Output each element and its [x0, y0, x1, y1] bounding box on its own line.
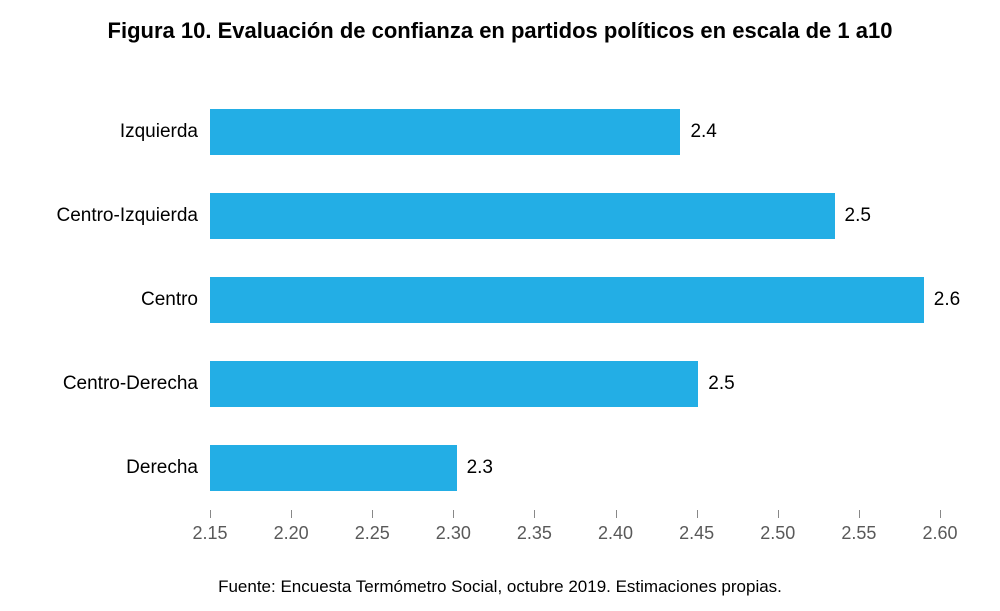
bar: [210, 109, 680, 155]
x-tick-mark: [534, 510, 535, 518]
x-tick-label: 2.25: [355, 523, 390, 544]
bar-value-label: 2.6: [934, 289, 960, 311]
x-tick-mark: [372, 510, 373, 518]
bar: [210, 193, 835, 239]
category-label: Derecha: [126, 457, 198, 479]
plot-area: 2.152.202.252.302.352.402.452.502.552.60…: [210, 90, 940, 510]
category-label: Centro-Derecha: [63, 373, 198, 395]
x-tick-label: 2.30: [436, 523, 471, 544]
category-label: Centro: [141, 289, 198, 311]
bar-value-label: 2.4: [690, 121, 716, 143]
x-tick-label: 2.60: [922, 523, 957, 544]
x-tick-mark: [697, 510, 698, 518]
x-tick-label: 2.40: [598, 523, 633, 544]
chart-title: Figura 10. Evaluación de confianza en pa…: [0, 18, 1000, 44]
chart-container: Figura 10. Evaluación de confianza en pa…: [0, 0, 1000, 611]
bar: [210, 445, 457, 491]
category-label: Centro-Izquierda: [56, 205, 198, 227]
bar-value-label: 2.3: [467, 457, 493, 479]
x-tick-label: 2.55: [841, 523, 876, 544]
x-tick-label: 2.20: [274, 523, 309, 544]
x-tick-mark: [616, 510, 617, 518]
x-tick-label: 2.45: [679, 523, 714, 544]
x-tick-mark: [291, 510, 292, 518]
bar: [210, 361, 698, 407]
x-tick-mark: [453, 510, 454, 518]
x-tick-mark: [940, 510, 941, 518]
bar: [210, 277, 924, 323]
chart-footer: Fuente: Encuesta Termómetro Social, octu…: [0, 577, 1000, 597]
x-tick-label: 2.50: [760, 523, 795, 544]
bar-value-label: 2.5: [708, 373, 734, 395]
x-tick-mark: [778, 510, 779, 518]
x-tick-mark: [210, 510, 211, 518]
x-tick-mark: [859, 510, 860, 518]
x-tick-label: 2.15: [192, 523, 227, 544]
bar-value-label: 2.5: [845, 205, 871, 227]
x-tick-label: 2.35: [517, 523, 552, 544]
category-label: Izquierda: [120, 121, 198, 143]
